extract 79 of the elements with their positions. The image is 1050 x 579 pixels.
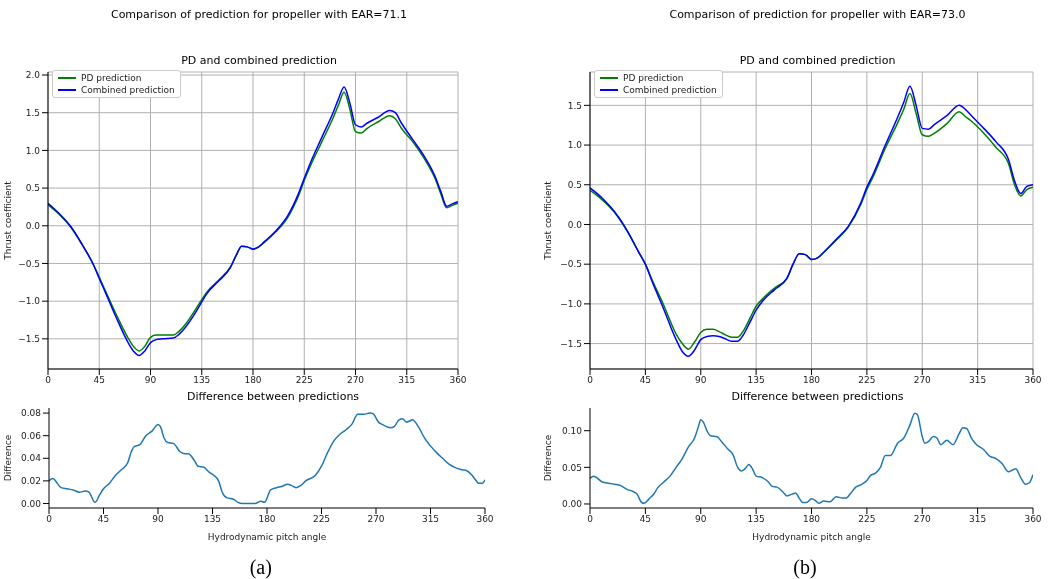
x-tick-label: 135	[747, 514, 765, 525]
text: Comparison of prediction for propeller with EAR=71.1	[109, 8, 409, 23]
y-tick-label: 0.08	[20, 408, 42, 419]
y-tick-label: −1.0	[560, 299, 583, 310]
y-tick-label: −0.5	[560, 259, 582, 270]
y-tick-label: 1.0	[567, 140, 583, 151]
y-tick-label: 0.04	[20, 453, 42, 464]
y-tick-label: −0.5	[18, 258, 40, 269]
y-tick-label: 2.0	[25, 70, 41, 81]
x-tick-label: 90	[144, 375, 157, 386]
x-tick-label: 0	[45, 375, 52, 386]
x-tick-label: 225	[858, 375, 876, 386]
x-tick-label: 180	[802, 375, 821, 386]
x-tick-label: 315	[421, 514, 440, 525]
x-tick-label: 315	[969, 375, 987, 386]
text: (b)	[792, 556, 818, 579]
y-tick-label: 1.5	[25, 107, 40, 118]
x-tick-label: 0	[587, 375, 594, 386]
y-tick-label: 0.10	[561, 425, 583, 436]
y-tick-label: 1.0	[25, 145, 41, 156]
x-tick-label: 135	[747, 375, 765, 386]
chart-title: PD and combined prediction	[180, 54, 338, 69]
x-tick-label: 270	[913, 375, 932, 386]
y-tick-label: 0.06	[20, 430, 42, 441]
y-tick-label: 0.02	[20, 476, 41, 487]
x-tick-label: 0	[587, 514, 594, 525]
x-tick-label: 225	[295, 375, 313, 386]
x-tick-label: 90	[695, 514, 707, 525]
legend-label: Combined prediction	[81, 84, 175, 96]
x-tick-label: 270	[346, 375, 365, 386]
y-axis-title: Thrust coefficient	[2, 180, 13, 261]
y-tick-label: 0.0	[25, 220, 41, 231]
x-tick-label: 180	[802, 514, 821, 525]
x-tick-label: 360	[449, 375, 467, 386]
x-tick-label: 0	[46, 514, 53, 525]
x-tick-label: 45	[639, 514, 652, 525]
x-tick-label: 180	[244, 375, 262, 386]
y-axis-title: Difference	[2, 434, 13, 482]
x-tick-label: 270	[913, 514, 932, 525]
chart-title: Difference between predictions	[730, 390, 905, 405]
x-axis-title: Hydrodynamic pitch angle	[207, 532, 327, 542]
text: (a)	[248, 556, 273, 579]
x-tick-label: 90	[695, 375, 707, 386]
x-tick-label: 315	[398, 375, 416, 386]
chart-title: PD and combined prediction	[738, 54, 897, 69]
x-tick-label: 225	[312, 514, 331, 525]
line-series	[590, 412, 1033, 504]
x-tick-label: 360	[1024, 514, 1042, 525]
y-tick-label: −1.0	[18, 296, 41, 307]
legend-label: Combined prediction	[623, 84, 717, 96]
x-tick-label: 45	[93, 375, 105, 386]
x-tick-label: 45	[639, 375, 652, 386]
x-tick-label: 315	[969, 514, 987, 525]
x-axis-title: Hydrodynamic pitch angle	[752, 532, 872, 542]
y-axis-title: Difference	[542, 434, 553, 482]
y-tick-label: 0.0	[567, 219, 583, 230]
y-axis-title: Thrust coefficient	[542, 180, 553, 261]
line-series	[49, 412, 485, 505]
y-tick-label: 0.00	[561, 499, 583, 510]
x-tick-label: 45	[97, 514, 110, 525]
x-tick-label: 135	[203, 514, 222, 525]
x-tick-label: 225	[858, 514, 876, 525]
y-tick-label: 0.5	[567, 179, 582, 190]
y-tick-label: −1.5	[560, 338, 582, 349]
legend-label: PD prediction	[81, 72, 142, 84]
text: Comparison of prediction for propeller with EAR=73.0	[668, 8, 967, 23]
x-tick-label: 270	[367, 514, 385, 525]
y-tick-label: 1.5	[567, 100, 582, 111]
legend-label: PD prediction	[623, 72, 684, 84]
y-tick-label: 0.00	[20, 498, 42, 509]
x-tick-label: 135	[193, 375, 211, 386]
y-tick-label: 0.5	[25, 183, 40, 194]
chart-title: Difference between predictions	[185, 390, 361, 405]
y-tick-label: 0.05	[561, 462, 582, 473]
x-tick-label: 90	[152, 514, 164, 525]
x-tick-label: 360	[1024, 375, 1042, 386]
y-tick-label: −1.5	[18, 334, 40, 345]
x-tick-label: 360	[476, 514, 494, 525]
x-tick-label: 180	[258, 514, 276, 525]
